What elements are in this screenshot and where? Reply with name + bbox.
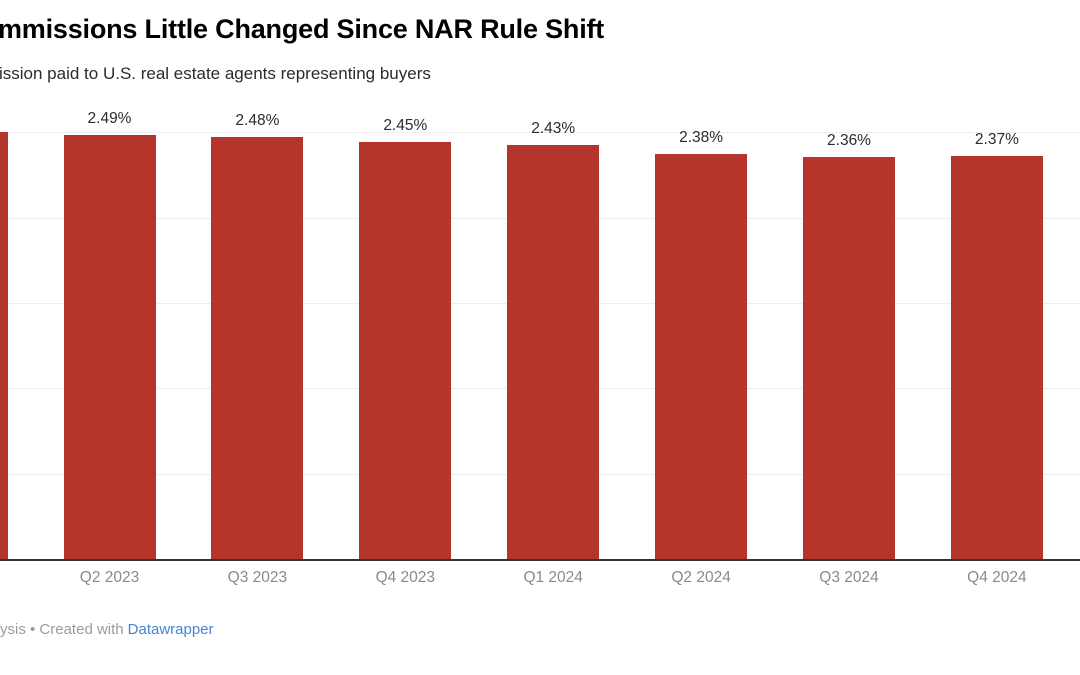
bar-q3-2024 [803,157,895,560]
x-axis-label-q2-2024: Q2 2024 [671,569,731,586]
x-axis-label-q3-2024: Q3 2024 [819,569,879,586]
attribution-text: ysis • Created with [0,621,124,638]
value-label-q4-2024: 2.37% [974,130,1019,148]
x-axis-label-q4-2024: Q4 2024 [967,569,1027,586]
value-label-q3-2023: 2.48% [235,111,280,129]
value-label-q3-2024: 2.36% [827,132,871,150]
value-label-q4-2023: 2.45% [383,116,428,134]
bar-q4-2024 [950,155,1043,560]
attribution-footer: ysis • Created with Datawrapper [0,621,214,638]
chart-title: mmissions Little Changed Since NAR Rule … [0,14,605,44]
gridline-2.5 [0,132,1080,134]
value-label-q1-2024: 2.43% [531,120,576,138]
bar-q4-2023 [359,141,452,560]
value-label-q2-2024: 2.38% [679,128,724,146]
bar-q2-2023 [63,135,156,560]
x-axis-label-q4-2023: Q4 2023 [375,569,436,586]
chart-subtitle: ission paid to U.S. real estate agents r… [0,64,431,83]
x-axis-label-q1-2024: Q1 2024 [523,569,583,586]
x-axis-label-q2-2023: Q2 2023 [79,569,140,586]
bar-q3-2023 [211,136,304,560]
x-axis-label-q3-2023: Q3 2023 [227,569,288,586]
bar-cropped-left [0,131,8,560]
datawrapper-link[interactable]: Datawrapper [127,621,214,638]
bar-q2-2024 [655,153,748,560]
value-label-q2-2023: 2.49% [87,110,132,128]
x-axis-baseline [0,559,1080,561]
plot-area: 2.49% 2.48% 2.45% 2.43% 2.38% 2.36% 2.37% [0,110,1080,560]
bar-q1-2024 [507,145,600,560]
